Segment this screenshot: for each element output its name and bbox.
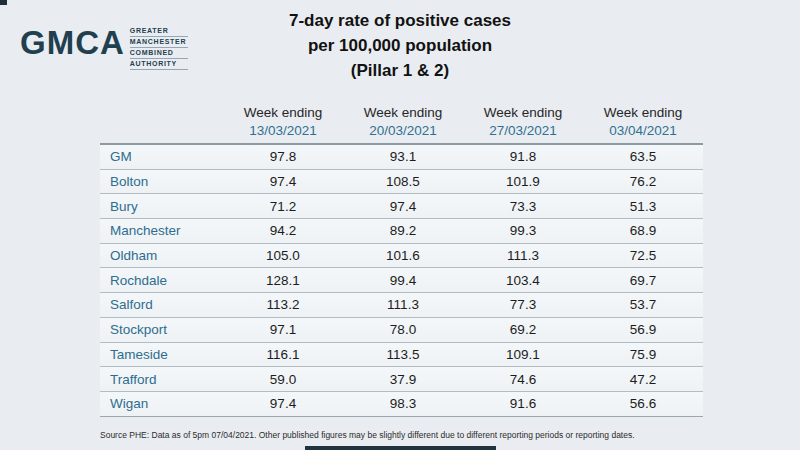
value-cell: 116.1 [223,347,343,362]
page-title-line: 7-day rate of positive cases [0,8,800,33]
value-cell: 99.3 [463,223,583,238]
column-header-label: Week ending [343,104,463,122]
table-row: Bolton97.4108.5101.976.2 [100,170,703,195]
column-header-date: 13/03/2021 [223,122,343,140]
value-cell: 47.2 [583,372,703,387]
value-cell: 69.7 [583,273,703,288]
row-label: Trafford [100,372,223,387]
page-title: 7-day rate of positive cases per 100,000… [0,8,800,83]
value-cell: 99.4 [343,273,463,288]
value-cell: 53.7 [583,297,703,312]
table-row: Stockport97.178.069.256.9 [100,318,703,343]
value-cell: 105.0 [223,248,343,263]
column-header-label: Week ending [463,104,583,122]
value-cell: 108.5 [343,174,463,189]
value-cell: 77.3 [463,297,583,312]
value-cell: 111.3 [463,248,583,263]
row-label: Tameside [100,347,223,362]
row-label: Oldham [100,248,223,263]
value-cell: 59.0 [223,372,343,387]
value-cell: 93.1 [343,149,463,164]
row-label: Wigan [100,396,223,411]
column-header: Week ending03/04/2021 [583,104,703,140]
value-cell: 128.1 [223,273,343,288]
column-header-date: 03/04/2021 [583,122,703,140]
value-cell: 63.5 [583,149,703,164]
value-cell: 69.2 [463,322,583,337]
value-cell: 68.9 [583,223,703,238]
value-cell: 97.4 [223,174,343,189]
slide: GMCA GREATER MANCHESTER COMBINED AUTHORI… [0,0,800,450]
value-cell: 109.1 [463,347,583,362]
column-header: Week ending20/03/2021 [343,104,463,140]
corner-mark [0,0,7,5]
value-cell: 97.1 [223,322,343,337]
column-header-date: 27/03/2021 [463,122,583,140]
table-row: Rochdale128.199.4103.469.7 [100,268,703,293]
source-note: Source PHE: Data as of 5pm 07/04/2021. O… [100,430,760,440]
value-cell: 91.8 [463,149,583,164]
value-cell: 97.8 [223,149,343,164]
row-label: Rochdale [100,273,223,288]
page-title-line: (Pillar 1 & 2) [0,58,800,83]
table-row: GM97.893.191.863.5 [100,145,703,170]
row-label: GM [100,149,223,164]
value-cell: 37.9 [343,372,463,387]
value-cell: 73.3 [463,199,583,214]
value-cell: 74.6 [463,372,583,387]
row-label: Bury [100,199,223,214]
value-cell: 72.5 [583,248,703,263]
table-row: Bury71.297.473.351.3 [100,194,703,219]
table-row: Oldham105.0101.6111.372.5 [100,244,703,269]
value-cell: 101.6 [343,248,463,263]
table-row: Manchester94.289.299.368.9 [100,219,703,244]
value-cell: 56.9 [583,322,703,337]
table-row: Trafford59.037.974.647.2 [100,367,703,392]
value-cell: 113.5 [343,347,463,362]
table-header-row: Week ending13/03/2021Week ending20/03/20… [100,104,703,145]
value-cell: 98.3 [343,396,463,411]
data-table: Week ending13/03/2021Week ending20/03/20… [100,104,703,417]
column-header-date: 20/03/2021 [343,122,463,140]
value-cell: 71.2 [223,199,343,214]
table-row: Salford113.2111.377.353.7 [100,293,703,318]
column-header-label: Week ending [583,104,703,122]
value-cell: 75.9 [583,347,703,362]
row-label: Stockport [100,322,223,337]
value-cell: 103.4 [463,273,583,288]
value-cell: 91.6 [463,396,583,411]
value-cell: 56.6 [583,396,703,411]
progress-bar [305,446,496,450]
value-cell: 94.2 [223,223,343,238]
row-label: Manchester [100,223,223,238]
row-label: Salford [100,297,223,312]
value-cell: 101.9 [463,174,583,189]
value-cell: 97.4 [223,396,343,411]
table-row: Tameside116.1113.5109.175.9 [100,343,703,368]
value-cell: 89.2 [343,223,463,238]
value-cell: 78.0 [343,322,463,337]
value-cell: 97.4 [343,199,463,214]
value-cell: 51.3 [583,199,703,214]
column-header-label: Week ending [223,104,343,122]
table-row: Wigan97.498.391.656.6 [100,392,703,417]
column-header: Week ending27/03/2021 [463,104,583,140]
value-cell: 111.3 [343,297,463,312]
page-title-line: per 100,000 population [0,33,800,58]
value-cell: 76.2 [583,174,703,189]
value-cell: 113.2 [223,297,343,312]
column-header: Week ending13/03/2021 [223,104,343,140]
row-label: Bolton [100,174,223,189]
